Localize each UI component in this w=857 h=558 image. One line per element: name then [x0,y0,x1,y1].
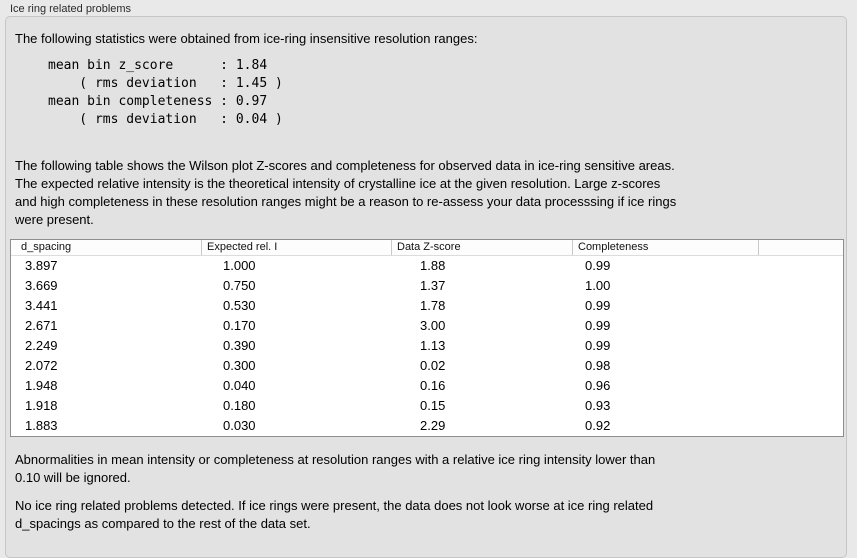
column-header-data-z-score: Data Z-score [391,240,572,255]
table-row[interactable]: 2.072 0.300 0.02 0.98 [11,356,843,376]
cell-completeness: 0.93 [585,398,611,413]
cell-empty [758,316,843,336]
cell-expected-rel-i: 0.170 [223,318,256,333]
cell-empty [758,256,843,276]
cell-d-spacing: 3.669 [25,278,58,293]
cell-expected-rel-i: 0.040 [223,378,256,393]
cell-empty [758,336,843,356]
cell-completeness: 0.99 [585,318,611,333]
column-header-d-spacing: d_spacing [21,241,72,253]
panel-title: Ice ring related problems [10,3,132,15]
cell-expected-rel-i: 1.000 [223,258,256,273]
cell-completeness: 0.98 [585,358,611,373]
cell-d-spacing: 2.249 [25,338,58,353]
cell-data-z-score: 2.29 [420,418,446,433]
cell-expected-rel-i: 0.750 [223,278,256,293]
cell-d-spacing: 2.671 [25,318,58,333]
cell-completeness: 0.96 [585,378,611,393]
table-row[interactable]: 1.948 0.040 0.16 0.96 [11,376,843,396]
cell-d-spacing: 3.897 [25,258,58,273]
cell-empty [758,416,843,436]
intro-text: The following statistics were obtained f… [15,31,478,46]
table-row[interactable]: 3.897 1.000 1.88 0.99 [11,256,843,276]
cell-completeness: 0.99 [585,258,611,273]
column-header-empty [758,240,843,255]
cell-data-z-score: 1.78 [420,298,446,313]
cell-expected-rel-i: 0.530 [223,298,256,313]
cell-expected-rel-i: 0.390 [223,338,256,353]
cell-data-z-score: 0.02 [420,358,446,373]
ignore-note-text: Abnormalities in mean intensity or compl… [15,452,656,485]
cell-data-z-score: 1.37 [420,278,446,293]
cell-d-spacing: 1.948 [25,378,58,393]
column-header-expected-rel-i: Expected rel. I [201,240,391,255]
cell-completeness: 0.99 [585,298,611,313]
cell-expected-rel-i: 0.030 [223,418,256,433]
table-row[interactable]: 2.671 0.170 3.00 0.99 [11,316,843,336]
table-intro-text: The following table shows the Wilson plo… [15,158,677,227]
cell-empty [758,396,843,416]
cell-d-spacing: 3.441 [25,298,58,313]
cell-completeness: 0.99 [585,338,611,353]
cell-completeness: 0.92 [585,418,611,433]
table-row[interactable]: 3.669 0.750 1.37 1.00 [11,276,843,296]
table-row[interactable]: 1.883 0.030 2.29 0.92 [11,416,843,436]
cell-empty [758,296,843,316]
ice-ring-table: d_spacing Expected rel. I Data Z-score C… [10,239,844,437]
cell-data-z-score: 3.00 [420,318,446,333]
table-header-row: d_spacing Expected rel. I Data Z-score C… [11,240,843,256]
table-row[interactable]: 2.249 0.390 1.13 0.99 [11,336,843,356]
cell-empty [758,356,843,376]
conclusion-text: No ice ring related problems detected. I… [15,498,654,531]
cell-data-z-score: 0.15 [420,398,446,413]
cell-data-z-score: 1.13 [420,338,446,353]
table-row[interactable]: 3.441 0.530 1.78 0.99 [11,296,843,316]
cell-empty [758,376,843,396]
cell-d-spacing: 1.883 [25,418,58,433]
cell-data-z-score: 1.88 [420,258,446,273]
table-row[interactable]: 1.918 0.180 0.15 0.93 [11,396,843,416]
cell-expected-rel-i: 0.300 [223,358,256,373]
column-header-completeness: Completeness [572,240,758,255]
cell-empty [758,276,843,296]
cell-d-spacing: 2.072 [25,358,58,373]
cell-data-z-score: 0.16 [420,378,446,393]
cell-d-spacing: 1.918 [25,398,58,413]
cell-completeness: 1.00 [585,278,611,293]
stats-block: mean bin z_score : 1.84 ( rms deviation … [48,58,283,127]
cell-expected-rel-i: 0.180 [223,398,256,413]
ice-ring-panel: The following statistics were obtained f… [5,16,847,558]
